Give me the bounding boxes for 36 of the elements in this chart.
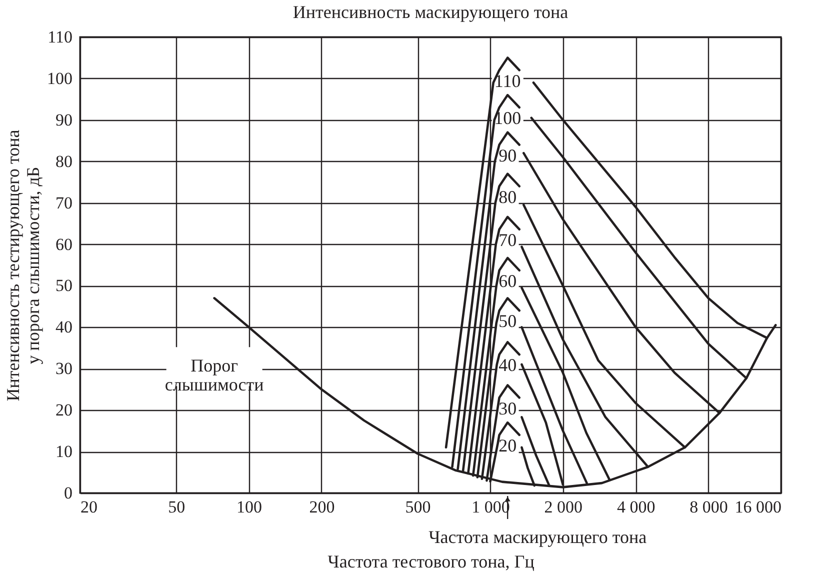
y-tick-label: 20	[56, 400, 72, 420]
x-tick-label: 200	[309, 498, 335, 516]
x-tick-label: 50	[168, 498, 186, 516]
y-tick-label: 10	[56, 442, 72, 462]
series-label: 80	[498, 186, 517, 207]
y-tick-label: 60	[56, 234, 72, 254]
x-tick-label: 100	[236, 498, 262, 516]
series-label: 50	[498, 311, 517, 332]
y-tick-label: 90	[56, 110, 72, 130]
x-tick-label: 2 000	[544, 498, 583, 516]
series-label: 40	[498, 355, 517, 376]
y-tick-label: 30	[56, 359, 72, 378]
series-label: 20	[498, 436, 517, 456]
y-tick-label: 50	[56, 276, 72, 296]
x-tick-label: 16 000	[734, 498, 782, 516]
x-axis-title: Частота тестового тона, Гц	[328, 552, 535, 572]
y-tick-label: 70	[56, 193, 72, 212]
y-tick-label: 100	[47, 68, 72, 88]
y-axis-title: Интенсивность тестирующего тона у порога слышимости, дБ	[3, 130, 43, 402]
x-tick-label: 20	[80, 498, 98, 516]
x-tick-label: 8 000	[690, 498, 728, 516]
y-tick-label: 110	[48, 28, 72, 46]
x-tick-label: 4 000	[616, 498, 656, 516]
chart-title: Интенсивность маскирующего тона	[292, 2, 568, 22]
series-label: 110	[494, 70, 521, 91]
text: Частота маскирующего тона	[428, 527, 647, 547]
series-label: 60	[498, 270, 517, 291]
series-label: 70	[498, 230, 517, 250]
y-tick-label: 0	[64, 484, 72, 502]
y-tick-label: 80	[56, 152, 72, 171]
y-tick-label: 40	[56, 318, 72, 337]
x-tick-label: 500	[405, 498, 431, 516]
series-label: 90	[498, 145, 517, 166]
series-label: 100	[494, 108, 522, 128]
series-label: Порог слышимости	[164, 356, 264, 395]
series-label: 30	[498, 398, 517, 418]
